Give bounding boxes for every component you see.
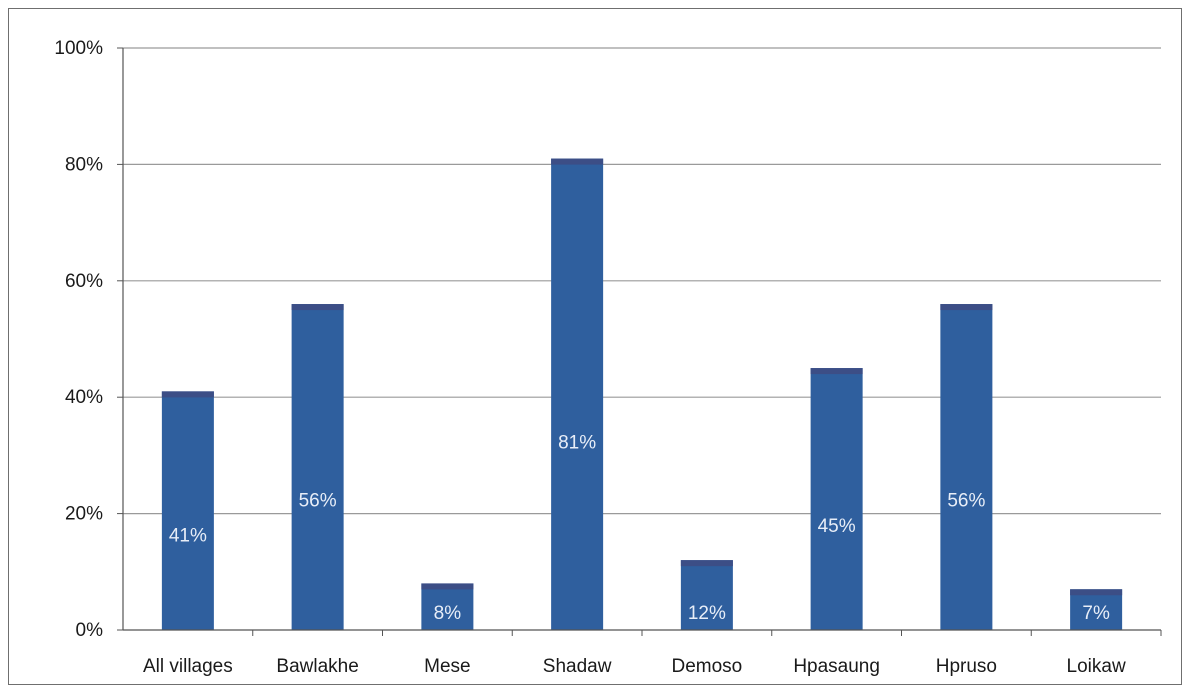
- y-tick-label: 80%: [65, 154, 103, 175]
- axes: [117, 47, 1162, 636]
- bar-cap: [940, 304, 993, 311]
- bar-hpasaung: [810, 368, 863, 630]
- x-category-label: Loikaw: [1067, 656, 1126, 677]
- y-tick-label: 40%: [65, 387, 103, 408]
- y-tick-label: 60%: [65, 271, 103, 292]
- bar-mese: [421, 583, 474, 630]
- bar-cap: [1070, 589, 1123, 596]
- data-label: 7%: [1082, 603, 1110, 624]
- bar-cap: [680, 560, 733, 567]
- bar-cap: [551, 158, 604, 165]
- bars: [161, 158, 1123, 630]
- x-category-labels: All villages Bawlakhe Mese Shadaw Demoso Hpas…: [143, 656, 1126, 677]
- y-tick-label: 100%: [54, 38, 103, 59]
- x-category-label: Hpasaung: [793, 656, 880, 677]
- x-category-label: Hpruso: [936, 656, 997, 677]
- bar-chart: 0% 20% 40% 60% 80% 100% All villages Bawlakhe M…: [54, 38, 1162, 677]
- x-category-label: Demoso: [672, 656, 743, 677]
- bar-cap: [421, 583, 474, 590]
- y-tick-label: 20%: [65, 504, 103, 525]
- bar-shadaw: [551, 158, 604, 630]
- bar-loikaw: [1070, 589, 1123, 630]
- bar-cap: [291, 304, 344, 311]
- bar-all-villages: [161, 391, 214, 630]
- x-category-label: Shadaw: [543, 656, 612, 677]
- y-tick-labels: 0% 20% 40% 60% 80% 100%: [54, 38, 103, 641]
- data-label: 56%: [947, 491, 985, 512]
- data-label: 56%: [299, 491, 337, 512]
- data-label: 8%: [434, 603, 462, 624]
- x-category-label: Bawlakhe: [276, 656, 358, 677]
- bar-hpruso: [940, 304, 993, 630]
- x-category-label: Mese: [424, 656, 470, 677]
- data-labels: 41% 56% 8% 81% 12% 45% 56% 7%: [169, 432, 1110, 624]
- bar-bawlakhe: [291, 304, 344, 630]
- chart-frame: 0% 20% 40% 60% 80% 100% All villages Bawlakhe M…: [8, 8, 1182, 685]
- gridlines: [123, 47, 1161, 515]
- data-label: 81%: [558, 432, 596, 453]
- x-category-label: All villages: [143, 656, 233, 677]
- data-label: 12%: [688, 603, 726, 624]
- data-label: 41%: [169, 526, 207, 547]
- bar-cap: [161, 391, 214, 398]
- data-label: 45%: [818, 516, 856, 537]
- bar-demoso: [680, 560, 733, 630]
- y-tick-label: 0%: [76, 620, 104, 641]
- bar-cap: [810, 368, 863, 375]
